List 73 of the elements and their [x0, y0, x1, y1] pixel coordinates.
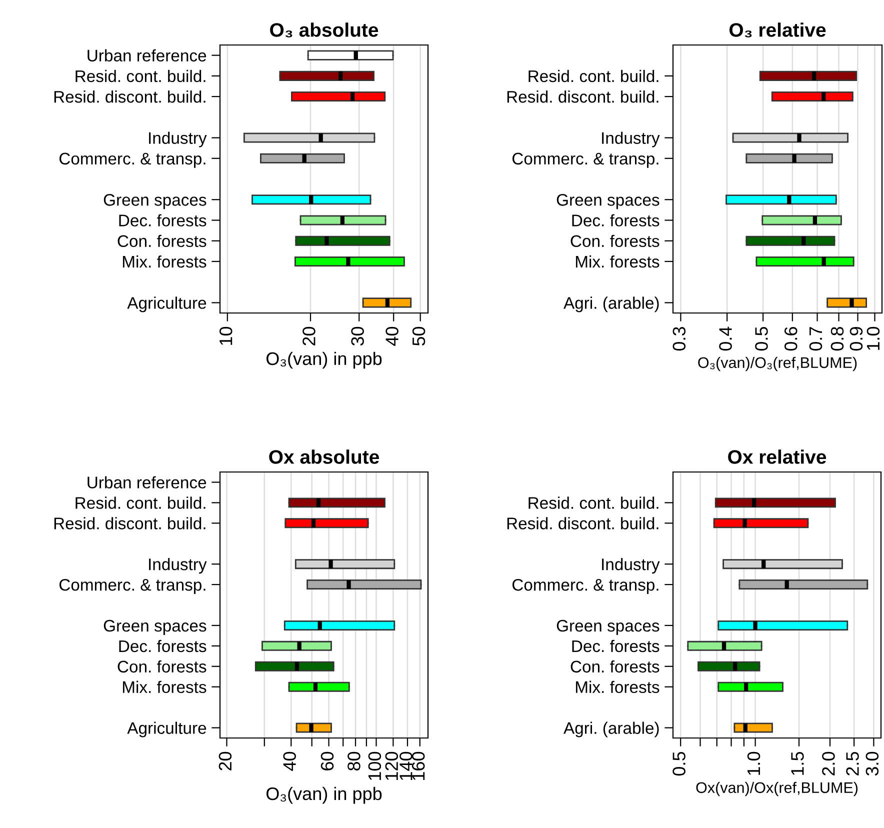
- x-tick-label: 160: [412, 752, 425, 780]
- y-tick-label: Con. forests: [570, 660, 660, 673]
- y-tick-label: Mix. forests: [122, 680, 206, 694]
- y-tick-label: Con. forests: [118, 234, 206, 248]
- x-axis-title: O₃(van)/O₃(ref,BLUME): [698, 356, 857, 372]
- x-tick-label: 100: [368, 752, 382, 780]
- y-tick-label: Green spaces: [104, 620, 206, 635]
- y-tick-label: Agriculture: [127, 296, 206, 312]
- chart-title: O₃ absolute: [270, 22, 378, 38]
- x-axis-title: Ox(van)/Ox(ref,BLUME): [696, 782, 858, 796]
- x-tick-label: 0.9: [850, 327, 863, 351]
- x-tick-label: 2.5: [846, 752, 859, 776]
- x-tick-label: 0.5: [672, 752, 686, 776]
- x-tick-label: 120: [385, 752, 398, 780]
- x-tick-label: 0.3: [672, 326, 686, 351]
- x-tick-label: 40: [386, 326, 398, 346]
- y-tick-label: Agri. (arable): [564, 296, 659, 312]
- x-tick-label: 0.5: [755, 326, 768, 351]
- y-tick-label: Resid. cont. build.: [528, 496, 658, 509]
- y-tick-label: Con. forests: [118, 660, 206, 673]
- x-axis-title: O₃(van) in ppb: [266, 786, 382, 804]
- x-tick-label: 20: [302, 326, 316, 346]
- x-tick-label: 1.0: [747, 752, 760, 775]
- y-tick-label: Resid. discont. build.: [507, 90, 658, 103]
- x-tick-label: 2.0: [822, 752, 835, 776]
- y-tick-label: Con. forests: [570, 234, 660, 248]
- y-tick-label: Mix. forests: [122, 255, 206, 268]
- y-tick-label: Mix. forests: [576, 680, 660, 694]
- y-tick-label: Industry: [149, 132, 207, 148]
- y-tick-label: Commerc. & transp.: [59, 152, 206, 168]
- y-tick-label: Urban reference: [88, 476, 206, 488]
- chart-title: Ox absolute: [269, 450, 379, 464]
- y-tick-label: Dec. forests: [119, 214, 206, 226]
- x-tick-label: 140: [400, 752, 412, 780]
- y-tick-label: Mix. forests: [576, 255, 660, 268]
- y-tick-label: Commerc. & transp.: [512, 152, 658, 168]
- x-tick-label: 0.8: [830, 326, 844, 351]
- y-tick-label: Resid. cont. build.: [76, 496, 206, 509]
- x-tick-label: 50: [412, 326, 426, 346]
- x-tick-label: 30: [351, 326, 364, 346]
- chart-title: O₃ relative: [729, 22, 826, 38]
- y-tick-label: Resid. cont. build.: [528, 70, 658, 82]
- y-tick-label: Green spaces: [556, 194, 660, 210]
- x-tick-label: 20: [218, 752, 232, 770]
- chart-title: Ox relative: [728, 450, 826, 464]
- y-tick-label: Commerc. & transp.: [512, 578, 658, 594]
- y-tick-label: Agri. (arable): [564, 722, 659, 738]
- y-tick-label: Green spaces: [104, 194, 206, 210]
- x-tick-label: 0.6: [784, 326, 798, 351]
- x-tick-label: 10: [219, 326, 232, 345]
- y-tick-label: Resid. discont. build.: [54, 517, 206, 530]
- x-axis-title: O₃(van) in ppb: [266, 352, 382, 369]
- y-tick-label: Urban reference: [88, 49, 206, 62]
- y-tick-label: Dec. forests: [572, 640, 660, 652]
- y-tick-label: Resid. discont. build.: [54, 90, 206, 103]
- y-tick-label: Dec. forests: [119, 640, 206, 652]
- x-tick-label: 80: [348, 752, 360, 770]
- y-tick-label: Industry: [602, 132, 660, 148]
- y-tick-label: Agriculture: [127, 722, 206, 738]
- x-tick-label: 40: [283, 752, 296, 771]
- x-tick-label: 60: [320, 752, 334, 770]
- x-tick-label: 0.4: [719, 326, 732, 351]
- y-tick-label: Resid. cont. build.: [76, 70, 206, 82]
- x-tick-label: 3.0: [866, 752, 879, 776]
- y-tick-label: Dec. forests: [572, 214, 660, 226]
- x-tick-label: 1.0: [866, 326, 880, 350]
- x-tick-label: 1.5: [791, 752, 804, 775]
- y-tick-label: Resid. discont. build.: [507, 517, 658, 530]
- y-tick-label: Industry: [149, 558, 207, 574]
- y-tick-label: Industry: [602, 558, 660, 574]
- y-tick-label: Green spaces: [556, 620, 660, 635]
- x-tick-label: 0.7: [809, 327, 822, 351]
- y-tick-label: Commerc. & transp.: [59, 578, 206, 594]
